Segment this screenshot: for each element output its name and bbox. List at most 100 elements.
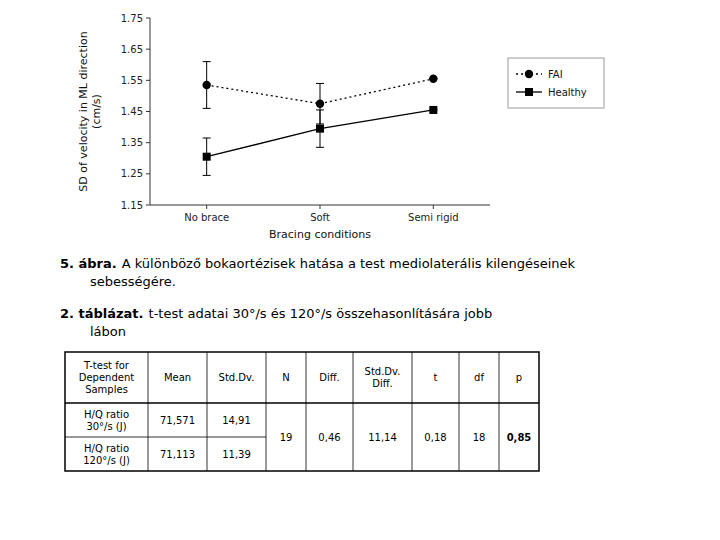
- table-header: N: [282, 372, 289, 383]
- x-tick-label: No brace: [184, 212, 229, 223]
- y-tick: [146, 142, 150, 143]
- caption: 5. ábra. A különböző bokaortézisek hatása…: [60, 256, 576, 271]
- caption: 2. táblázat. t-test adatai 30°/s és 120°/…: [60, 306, 492, 321]
- table-cell-line: 71,113: [160, 449, 195, 460]
- table-header-rule: [65, 402, 539, 404]
- caption-label: 5. ábra.: [60, 256, 117, 271]
- plot-area: [202, 62, 437, 176]
- table-cell-line: 18: [473, 432, 486, 443]
- table: T-test forDependentSamples Mean Std.Dv. N Di…: [65, 352, 539, 471]
- y-tick: [146, 173, 150, 174]
- series-line: [207, 110, 434, 157]
- legend-marker: [525, 88, 533, 96]
- table-cell: 0,18: [424, 432, 446, 443]
- x-tick-label: Soft: [310, 212, 330, 223]
- y-tick-label: 1.45: [121, 106, 143, 117]
- table-header-line: T-test for: [83, 360, 130, 371]
- y-axis-label: SD of velocity in ML direction(cm/s): [77, 31, 103, 191]
- table-cell: 18: [473, 432, 486, 443]
- table-cell: 11,14: [368, 432, 397, 443]
- table-cell-line: 0,46: [318, 432, 340, 443]
- table-cell-line: 71,571: [160, 415, 195, 426]
- table-cell-line: 30°/s (J): [86, 421, 126, 432]
- table-col-rule: [353, 352, 354, 471]
- series: [203, 106, 438, 175]
- table-cell-line: 11,39: [222, 449, 251, 460]
- table-row-rule: [65, 437, 266, 438]
- error-cap: [203, 61, 211, 62]
- table-header-line: Diff.: [319, 372, 340, 383]
- error-bar: [203, 138, 211, 175]
- point: [429, 106, 437, 114]
- point: [429, 75, 437, 83]
- table-header: T-test forDependentSamples: [79, 360, 135, 395]
- table-header-line: N: [282, 372, 289, 383]
- table-header-line: p: [516, 372, 522, 383]
- table-frame: [65, 352, 539, 471]
- table-cell: 0,85: [507, 432, 532, 443]
- caption-text: lábon: [90, 324, 126, 339]
- table-header: Diff.: [319, 372, 340, 383]
- caption-text: A különböző bokaortézisek hatása a test …: [122, 256, 576, 271]
- x-tick: [206, 205, 207, 209]
- y-axis-label-line: (cm/s): [90, 94, 103, 129]
- y-tick-label: 1.65: [121, 44, 143, 55]
- table-cell: 0,46: [318, 432, 340, 443]
- table-cell-line: 14,91: [222, 415, 251, 426]
- caption-text: sebességére.: [90, 274, 176, 289]
- y-tick: [146, 18, 150, 19]
- x-axis-label: Bracing conditions: [269, 228, 371, 241]
- error-bar: [203, 62, 211, 109]
- table-cell: 19: [280, 432, 293, 443]
- y-tick-label: 1.15: [121, 200, 143, 211]
- y-tick: [146, 80, 150, 81]
- error-cap: [203, 175, 211, 176]
- table-cell-line: 0,85: [507, 432, 532, 443]
- error-cap: [203, 108, 211, 109]
- table-header-line: Dependent: [79, 372, 135, 383]
- point: [316, 100, 324, 108]
- table-header: t: [434, 372, 438, 383]
- error-cap: [316, 109, 324, 110]
- table-col-rule: [148, 352, 149, 471]
- point: [203, 153, 211, 161]
- y-tick-label: 1.55: [121, 75, 143, 86]
- table-cell-line: 0,18: [424, 432, 446, 443]
- y-tick-label: 1.25: [121, 168, 143, 179]
- table-cell-line: 19: [280, 432, 293, 443]
- legend-marker: [525, 70, 533, 78]
- error-cap: [203, 137, 211, 138]
- y-tick: [146, 49, 150, 50]
- x-tick-label: Semi rigid: [408, 212, 459, 223]
- table-cell: H/Q ratio120°/s (J): [83, 443, 130, 466]
- y-axis-label-line: SD of velocity in ML direction: [77, 31, 90, 191]
- legend-label: Healthy: [548, 87, 587, 98]
- table-header: Std.Dv.Diff.: [365, 366, 401, 389]
- table-col-rule: [459, 352, 460, 471]
- table-cell: 71,571: [160, 415, 195, 426]
- y-tick-label: 1.35: [121, 137, 143, 148]
- table-cell-line: H/Q ratio: [84, 409, 129, 420]
- table-header: Mean: [164, 372, 191, 383]
- table-header-line: t: [434, 372, 438, 383]
- table-header-line: Std.Dv.: [219, 372, 255, 383]
- table-cell: 71,113: [160, 449, 195, 460]
- table-header-line: Std.Dv.: [365, 366, 401, 377]
- x-tick: [433, 205, 434, 209]
- axes: 1.15 1.25 1.35 1.45 1.55 1.65 1.75 No brace Soft…: [121, 13, 490, 224]
- table-header-line: Diff.: [372, 378, 393, 389]
- table-cell-line: 11,14: [368, 432, 397, 443]
- point: [316, 125, 324, 133]
- error-bar: [316, 110, 324, 147]
- table-header: Std.Dv.: [219, 372, 255, 383]
- table-header-line: Samples: [85, 384, 128, 395]
- table-cell-line: H/Q ratio: [84, 443, 129, 454]
- figure: 1.15 1.25 1.35 1.45 1.55 1.65 1.75 No brace Soft…: [0, 0, 720, 540]
- caption-text: t-test adatai 30°/s és 120°/s összehason…: [149, 306, 493, 321]
- y-tick-label: 1.75: [121, 13, 143, 24]
- caption-label: 2. táblázat.: [60, 306, 144, 321]
- error-cap: [316, 83, 324, 84]
- y-tick: [146, 205, 150, 206]
- table-col-rule: [499, 352, 500, 471]
- table-col-rule: [306, 352, 307, 471]
